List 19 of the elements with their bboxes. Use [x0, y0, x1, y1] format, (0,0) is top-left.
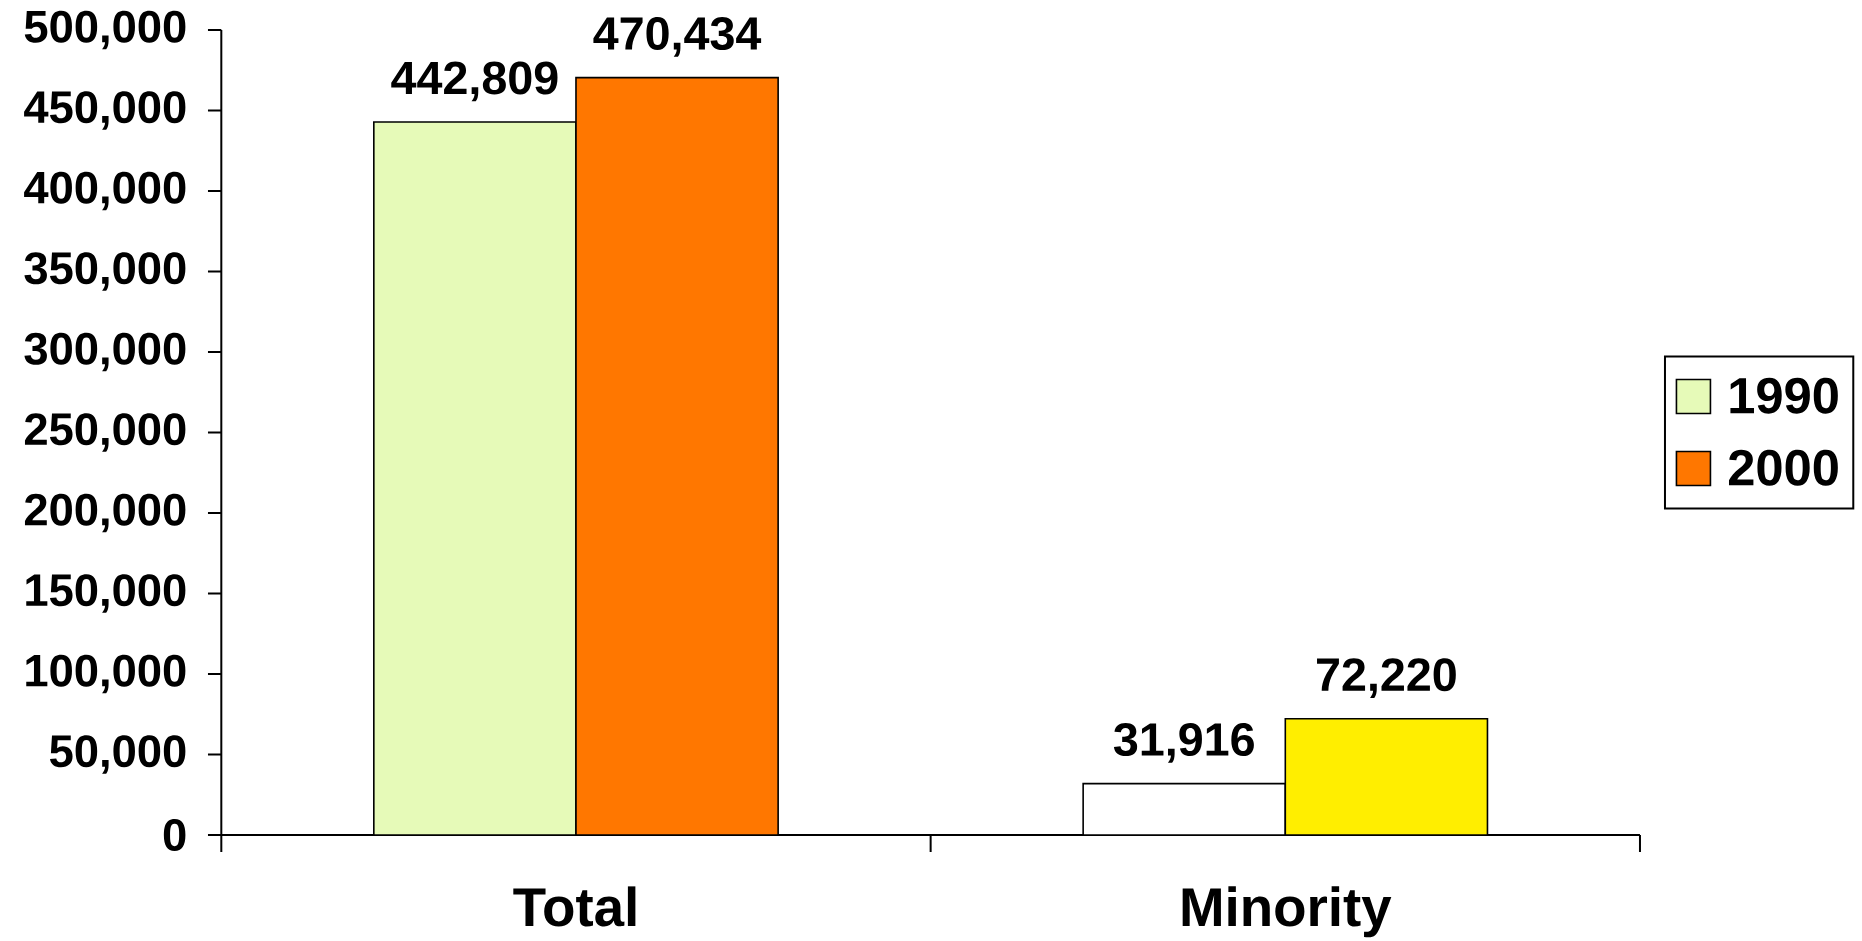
y-tick-label: 0	[163, 818, 186, 852]
data-label: 442,809	[391, 61, 558, 102]
y-tick-label: 50,000	[50, 735, 186, 774]
y-tick-label: 100,000	[26, 654, 186, 694]
data-label: 72,220	[1317, 658, 1456, 698]
y-tick-label: 250,000	[24, 413, 186, 452]
y-tick-label: 450,000	[24, 91, 186, 130]
y-tick-label: 150,000	[26, 574, 186, 613]
y-tick-label: 200,000	[24, 493, 186, 533]
x-tick-label: Total	[513, 886, 636, 927]
y-tick-label: 350,000	[24, 252, 186, 291]
data-label: 31,916	[1113, 723, 1254, 763]
legend-label: 1990	[1730, 377, 1838, 414]
y-tick-label: 300,000	[24, 332, 186, 372]
y-tick-label: 400,000	[24, 171, 186, 211]
x-tick-label: Minority	[1182, 886, 1392, 938]
data-label: 470,434	[593, 17, 762, 57]
y-tick-label: 500,000	[24, 10, 186, 50]
legend-label: 2000	[1729, 449, 1838, 486]
